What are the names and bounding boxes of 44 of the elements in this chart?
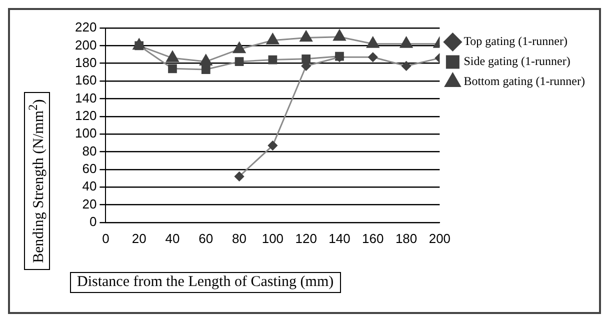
y-tick-label: 140 <box>74 90 97 106</box>
y-tick-label: 0 <box>89 214 97 229</box>
point <box>268 55 278 64</box>
point <box>168 64 177 74</box>
point <box>368 52 378 62</box>
y-tick-label: 120 <box>74 108 97 123</box>
x-tick-label: 160 <box>362 230 384 246</box>
y-tick-label: 40 <box>82 178 97 194</box>
point <box>333 30 346 41</box>
point <box>201 65 210 74</box>
y-tick-label: 160 <box>74 72 97 88</box>
point <box>200 54 212 66</box>
x-tick-label: 120 <box>295 230 317 246</box>
y-tick-label: 60 <box>82 160 97 176</box>
point <box>402 61 412 71</box>
point <box>268 140 278 150</box>
y-tick-label: 220 <box>74 20 97 35</box>
y-tick-label: 180 <box>74 54 97 70</box>
legend-label: Top gating (1-runner) <box>464 34 568 48</box>
point <box>400 36 413 48</box>
x-tick-label: 100 <box>262 230 284 246</box>
x-tick-label: 60 <box>198 230 214 246</box>
point <box>366 36 380 48</box>
point <box>233 42 246 54</box>
x-axis-title: Distance from the Length of Casting (mm) <box>70 272 341 293</box>
y-tick-label: 20 <box>82 196 97 212</box>
point <box>300 30 312 42</box>
point <box>266 33 279 44</box>
y-tick-label: 100 <box>74 126 97 141</box>
x-tick-label: 200 <box>428 230 451 246</box>
x-tick-label: 140 <box>328 230 350 246</box>
x-tick-label: 20 <box>132 230 146 246</box>
y-tick-label: 200 <box>74 37 97 52</box>
y-tick-label: 80 <box>82 143 97 158</box>
point <box>234 57 244 66</box>
x-tick-label: 40 <box>165 230 180 246</box>
point <box>234 172 244 182</box>
point <box>166 50 179 62</box>
point <box>302 54 311 64</box>
legend-label: Side gating (1-runner) <box>464 54 570 68</box>
x-tick-label: 180 <box>395 230 418 246</box>
x-tick-label: 0 <box>102 230 110 246</box>
legend-label: Bottom gating (1-runner) <box>464 74 586 88</box>
x-tick-label: 80 <box>232 230 247 246</box>
